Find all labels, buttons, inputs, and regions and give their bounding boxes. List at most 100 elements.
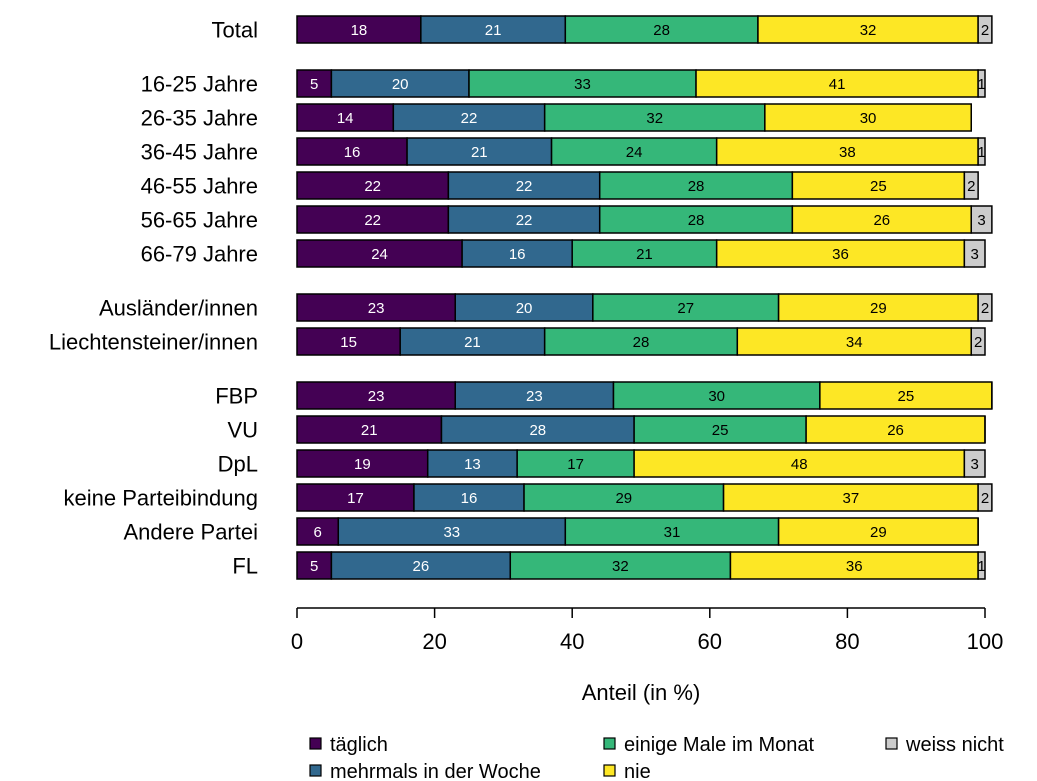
data-label: 30 bbox=[708, 388, 725, 405]
legend-swatch bbox=[885, 737, 898, 750]
data-label: 26 bbox=[873, 212, 890, 229]
data-label: 2 bbox=[981, 490, 989, 507]
category-label: FBP bbox=[215, 384, 258, 409]
data-label: 2 bbox=[981, 22, 989, 39]
category-label: keine Parteibindung bbox=[64, 486, 258, 511]
data-label: 31 bbox=[664, 524, 681, 541]
category-label: 46-55 Jahre bbox=[141, 174, 258, 199]
category-label: Ausländer/innen bbox=[99, 296, 258, 321]
x-tick-label: 20 bbox=[422, 629, 446, 654]
data-label: 23 bbox=[368, 388, 385, 405]
data-label: 48 bbox=[791, 456, 808, 473]
bar-segment bbox=[715, 137, 979, 166]
legend-label: weiss nicht bbox=[905, 734, 1004, 756]
data-label: 3 bbox=[977, 212, 985, 229]
bar-segment bbox=[598, 205, 794, 234]
bar-segment bbox=[399, 327, 546, 356]
data-label: 2 bbox=[981, 300, 989, 317]
data-label: 2 bbox=[974, 334, 982, 351]
data-label: 36 bbox=[832, 246, 849, 263]
bar-segment bbox=[963, 171, 979, 200]
legend-swatch bbox=[309, 737, 322, 750]
bar-segment bbox=[296, 483, 415, 512]
x-axis: 0 20 40 60 80 100 bbox=[291, 607, 1003, 654]
data-label: 22 bbox=[461, 110, 478, 127]
legend: täglich mehrmals in der Woche einige Male … bbox=[309, 734, 1004, 781]
data-label: 16 bbox=[461, 490, 478, 507]
legend-label: täglich bbox=[330, 734, 388, 756]
data-label: 15 bbox=[340, 334, 357, 351]
legend-label: nie bbox=[624, 761, 651, 781]
bar-segment bbox=[729, 551, 979, 580]
data-label: 3 bbox=[971, 456, 979, 473]
data-label: 25 bbox=[898, 388, 915, 405]
bar-segment bbox=[296, 415, 443, 444]
data-label: 29 bbox=[870, 524, 887, 541]
data-label: 29 bbox=[615, 490, 632, 507]
data-label: 5 bbox=[310, 558, 318, 575]
bar-segment bbox=[454, 381, 615, 410]
data-label: 20 bbox=[392, 76, 409, 93]
data-label: 23 bbox=[526, 388, 543, 405]
data-label: 21 bbox=[471, 144, 488, 161]
data-label: 25 bbox=[712, 422, 729, 439]
bar-segment bbox=[592, 293, 780, 322]
data-label: 18 bbox=[351, 22, 368, 39]
category-label: 16-25 Jahre bbox=[141, 72, 258, 97]
bar-segment bbox=[296, 69, 333, 98]
data-label: 21 bbox=[361, 422, 378, 439]
bar-segment bbox=[970, 327, 986, 356]
data-label: 22 bbox=[516, 178, 533, 195]
data-label: 32 bbox=[646, 110, 663, 127]
data-label: 21 bbox=[636, 246, 653, 263]
bar-segment bbox=[977, 69, 986, 98]
bar-segment bbox=[447, 171, 601, 200]
category-label: 26-35 Jahre bbox=[141, 106, 258, 131]
bar-segment bbox=[509, 551, 732, 580]
data-label: 22 bbox=[364, 178, 381, 195]
category-labels: Total 16-25 Jahre 26-35 Jahre 36-45 Jahre 46… bbox=[49, 18, 258, 579]
data-label: 13 bbox=[464, 456, 481, 473]
data-label: 16 bbox=[344, 144, 361, 161]
bar-segment bbox=[426, 449, 518, 478]
bar-segment bbox=[777, 293, 979, 322]
category-label: 36-45 Jahre bbox=[141, 140, 258, 165]
bar-segment bbox=[970, 205, 993, 234]
bar-segment bbox=[764, 103, 972, 132]
data-label: 1 bbox=[977, 76, 985, 93]
data-label: 28 bbox=[529, 422, 546, 439]
bar-segment bbox=[977, 137, 986, 166]
data-label: 28 bbox=[653, 22, 670, 39]
data-label: 20 bbox=[516, 300, 533, 317]
bar-segment bbox=[977, 293, 993, 322]
bar-segment bbox=[977, 551, 986, 580]
bar-segment bbox=[461, 239, 573, 268]
legend-swatch bbox=[603, 737, 616, 750]
data-label: 26 bbox=[887, 422, 904, 439]
data-label: 1 bbox=[977, 558, 985, 575]
data-label: 6 bbox=[313, 524, 321, 541]
bar-segment bbox=[330, 551, 512, 580]
bar-segment bbox=[736, 327, 972, 356]
bar-segment bbox=[420, 15, 567, 44]
category-label: VU bbox=[227, 418, 258, 443]
category-label: Total bbox=[212, 18, 258, 43]
data-label: 21 bbox=[485, 22, 502, 39]
bar-segment bbox=[722, 483, 979, 512]
legend-label: einige Male im Monat bbox=[624, 734, 815, 756]
legend-swatch bbox=[603, 764, 616, 777]
data-label: 19 bbox=[354, 456, 371, 473]
data-label: 33 bbox=[574, 76, 591, 93]
bar-segment bbox=[963, 449, 986, 478]
data-label: 24 bbox=[371, 246, 388, 263]
bar-segment bbox=[296, 381, 456, 410]
data-label: 5 bbox=[310, 76, 318, 93]
data-label: 32 bbox=[860, 22, 877, 39]
data-label: 24 bbox=[626, 144, 643, 161]
legend-label: mehrmals in der Woche bbox=[330, 761, 541, 781]
bar-segment bbox=[819, 381, 993, 410]
bar-segment bbox=[296, 293, 456, 322]
category-label: 56-65 Jahre bbox=[141, 208, 258, 233]
bar-segment bbox=[612, 381, 821, 410]
data-label: 1 bbox=[977, 144, 985, 161]
